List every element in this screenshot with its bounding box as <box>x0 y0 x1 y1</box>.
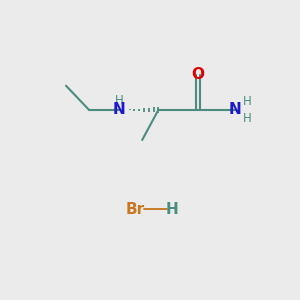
Text: Br: Br <box>126 202 145 217</box>
Text: O: O <box>191 67 204 82</box>
Text: H: H <box>166 202 178 217</box>
Text: N: N <box>228 102 241 117</box>
Text: N: N <box>113 102 125 117</box>
Text: H: H <box>243 94 252 108</box>
Text: H: H <box>115 94 124 107</box>
Text: H: H <box>243 112 252 124</box>
